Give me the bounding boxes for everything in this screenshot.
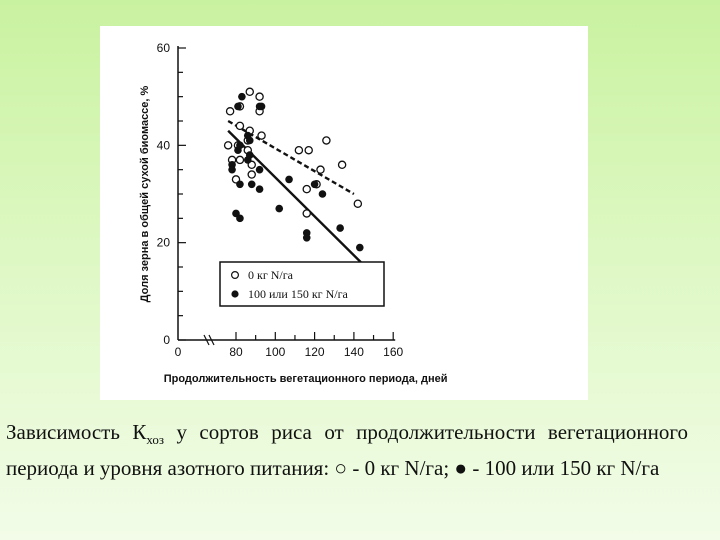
y-tick-label: 0: [163, 333, 170, 347]
axis-labels: 0 20 40 60 0 80 100 120 140 160 Продолжительность …: [139, 41, 447, 385]
legend-box: [219, 261, 385, 307]
filled-circle-point: [336, 224, 344, 232]
legend-open-circle-icon: [231, 271, 240, 280]
open-circle-point: [304, 145, 313, 155]
x-tick-label: 140: [344, 345, 364, 359]
filled-circle-point: [285, 175, 293, 184]
x-tick-label: 120: [305, 345, 325, 359]
y-tick-label: 40: [157, 138, 171, 152]
open-circle-point: [322, 136, 331, 145]
open-circle-point: [235, 121, 245, 131]
open-circle-point: [257, 131, 266, 140]
x-tick-label: 0: [175, 345, 182, 359]
filled-circle-point: [238, 92, 246, 101]
x-tick-label: 80: [229, 345, 243, 359]
y-axis-title: Доля зерна в общей сухой биомассе, %: [139, 85, 151, 302]
scatter-chart: 0 кг N/га 100 или 150 кг N/га 0 20 40 60 0 80 1…: [139, 41, 447, 385]
caption-text-rest: у сортов риса от продолжительности вегет…: [6, 420, 688, 481]
filled-circle-point: [236, 141, 244, 150]
open-circle-point: [337, 160, 347, 170]
open-circle-point: [235, 155, 245, 165]
caption-subscript: хоз: [146, 432, 165, 448]
filled-circle-point: [255, 165, 264, 174]
filled-circle-point: [257, 102, 266, 111]
x-tick-label: 160: [383, 345, 403, 359]
open-circle-point: [316, 165, 325, 174]
axes: [177, 46, 396, 346]
open-circle-point: [294, 145, 304, 155]
filled-circle-point: [355, 243, 364, 252]
filled-circle-point: [236, 180, 244, 189]
open-circle-point: [245, 87, 255, 97]
filled-circle-point: [275, 204, 284, 213]
filled-circle-point: [245, 136, 254, 145]
filled-circle-point: [310, 180, 319, 189]
filled-circle-point: [234, 102, 242, 111]
filled-circle-point: [228, 165, 236, 174]
open-circle-point: [223, 141, 233, 150]
plot-panel: 0 кг N/га 100 или 150 кг N/га 0 20 40 60 0 80 1…: [100, 26, 588, 400]
open-circle-point: [225, 107, 235, 116]
legend-filled-circle-icon: [231, 290, 239, 298]
legend-label: 0 кг N/га: [248, 268, 294, 282]
data-points: [223, 87, 364, 252]
legend-label: 100 или 150 кг N/га: [248, 287, 349, 301]
filled-circle-point: [302, 234, 311, 242]
filled-circle-point: [255, 185, 264, 193]
x-axis-break: [203, 334, 215, 346]
y-tick-label: 60: [157, 41, 171, 55]
open-circle-point: [302, 209, 311, 218]
filled-circle-point: [247, 180, 256, 189]
caption-text-start: Зависимость К: [6, 420, 147, 444]
figure-caption: Зависимость Кхоз у сортов риса от продол…: [6, 418, 688, 483]
filled-circle-point: [318, 190, 327, 198]
x-axis-title: Продолжительность вегетационного периода…: [164, 373, 448, 385]
filled-circle-point: [245, 151, 254, 159]
open-circle-point: [255, 92, 264, 101]
filled-circle-point: [236, 214, 244, 223]
y-tick-label: 20: [157, 236, 171, 250]
open-circle-point: [353, 199, 363, 208]
open-circle-point: [302, 184, 311, 194]
legend: 0 кг N/га 100 или 150 кг N/га: [219, 261, 385, 307]
open-circle-point: [247, 170, 256, 179]
x-tick-label: 100: [265, 345, 285, 359]
